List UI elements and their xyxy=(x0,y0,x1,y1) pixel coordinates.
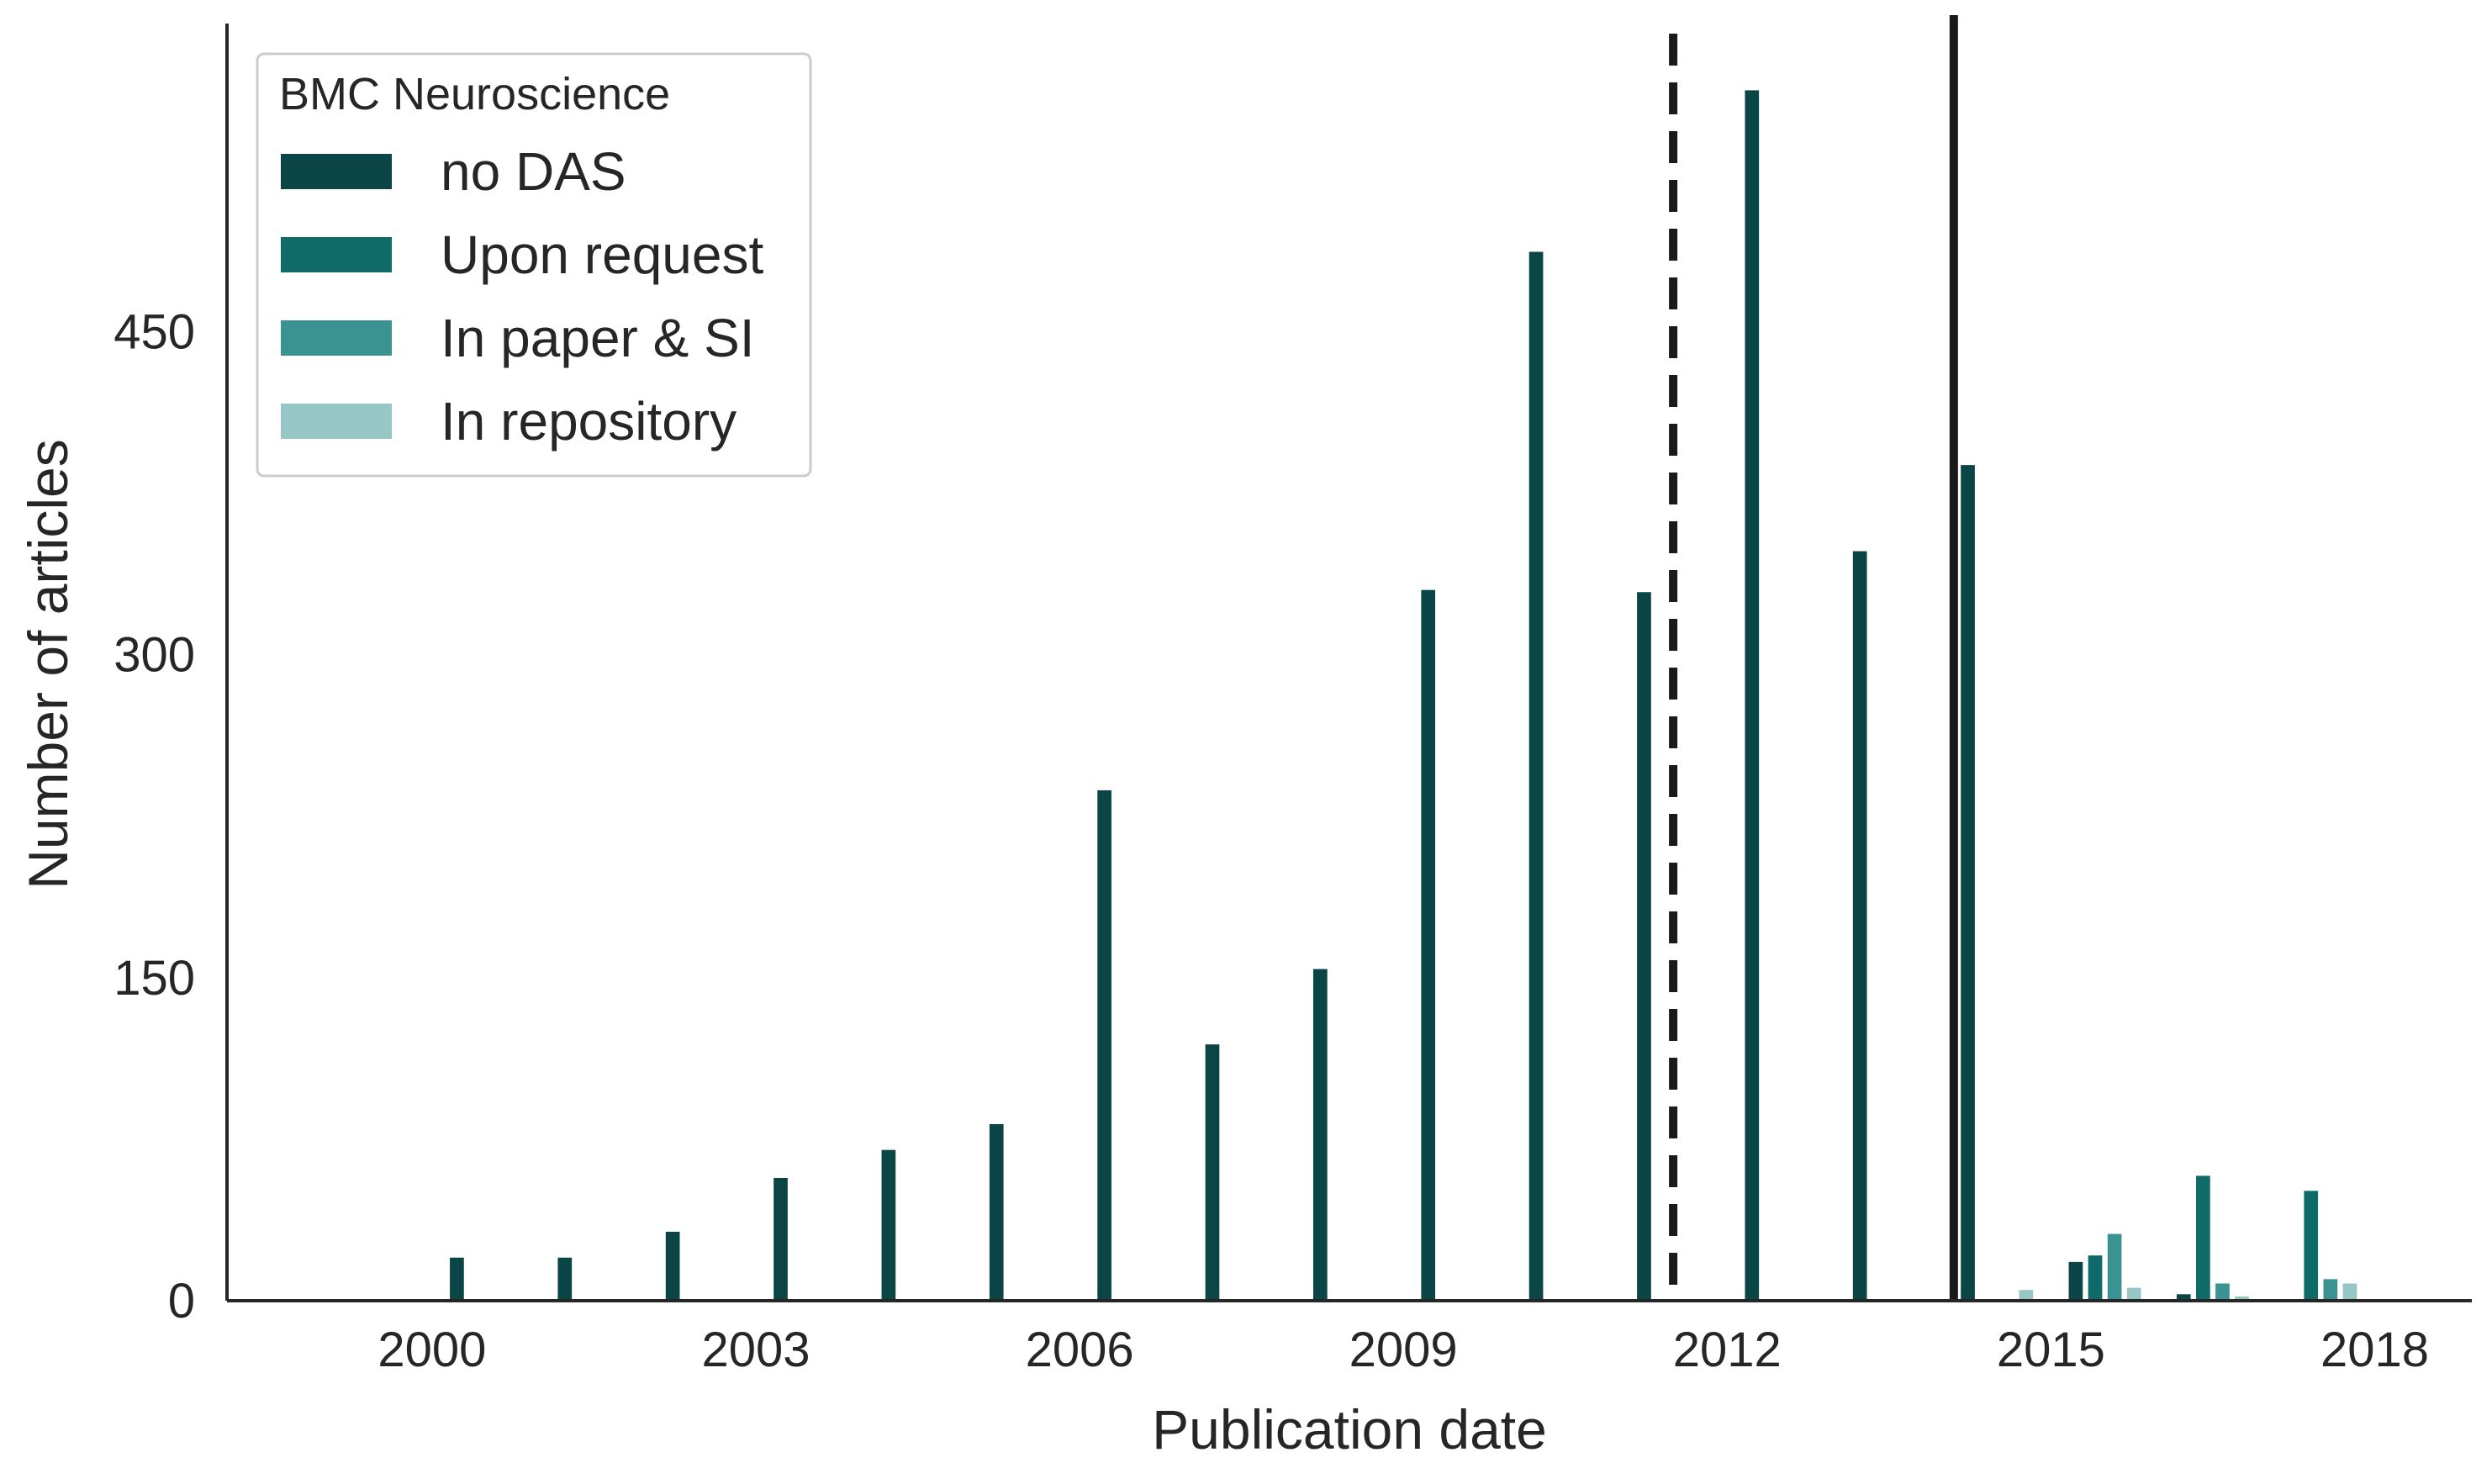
legend-label: no DAS xyxy=(441,141,626,202)
y-tick-labels: 0 150 300 450 xyxy=(114,304,195,1328)
reference-lines-layer xyxy=(1669,15,1958,1301)
bar-no-das-2006 xyxy=(1097,790,1111,1301)
x-tick-label: 2003 xyxy=(701,1323,810,1377)
legend-swatch xyxy=(281,237,392,272)
bar-no-das-2012 xyxy=(1745,90,1760,1302)
bar-no-das-2004 xyxy=(881,1149,896,1301)
legend-label: Upon request xyxy=(441,224,763,285)
bar-in-paper-si-2016 xyxy=(2215,1283,2230,1301)
bars-layer xyxy=(450,90,2357,1302)
bar-no-das-2009 xyxy=(1421,589,1436,1301)
y-tick-label: 300 xyxy=(114,628,195,683)
x-axis-title: Publication date xyxy=(1152,1398,1547,1460)
legend-title: BMC Neuroscience xyxy=(279,69,670,119)
axes xyxy=(225,24,2472,1302)
x-tick-labels: 2000 2003 2006 2009 2012 2015 2018 xyxy=(377,1323,2429,1377)
bar-no-das-2013 xyxy=(1852,551,1867,1301)
bar-in-repository-2014 xyxy=(2019,1290,2034,1301)
legend-frame xyxy=(256,52,812,478)
x-tick-label: 2018 xyxy=(2320,1323,2429,1377)
legend: BMC Neuroscience no DAS Upon request In pa… xyxy=(256,52,812,478)
legend-label: In paper & SI xyxy=(441,308,755,368)
y-tick-label: 0 xyxy=(168,1274,195,1328)
bar-in-paper-si-2015 xyxy=(2107,1233,2122,1301)
bar-no-das-2002 xyxy=(665,1232,680,1301)
bar-no-das-2008 xyxy=(1312,969,1328,1301)
bar-no-das-2001 xyxy=(557,1257,573,1301)
bar-no-das-2007 xyxy=(1205,1044,1220,1301)
bar-upon-request-2016 xyxy=(2196,1175,2210,1301)
bar-no-das-2005 xyxy=(989,1123,1004,1301)
legend-swatch xyxy=(281,320,392,356)
bar-upon-request-2017 xyxy=(2304,1191,2319,1301)
y-tick-label: 450 xyxy=(114,304,195,359)
bar-in-paper-si-2017 xyxy=(2323,1279,2338,1301)
legend-items: no DAS Upon request In paper & SI In reposi… xyxy=(281,141,763,452)
legend-label: In repository xyxy=(441,391,737,452)
x-tick-label: 2000 xyxy=(377,1323,486,1377)
legend-swatch xyxy=(281,154,392,189)
bar-no-das-2010 xyxy=(1528,251,1544,1302)
y-tick-label: 150 xyxy=(114,951,195,1006)
bar-no-das-2014 xyxy=(1961,465,1975,1301)
bar-in-repository-2017 xyxy=(2342,1283,2357,1301)
x-tick-label: 2012 xyxy=(1673,1323,1782,1377)
bar-in-repository-2015 xyxy=(2126,1287,2141,1301)
legend-swatch xyxy=(281,404,392,439)
bar-no-das-2003 xyxy=(773,1177,788,1301)
x-tick-label: 2006 xyxy=(1026,1323,1134,1377)
bar-upon-request-2015 xyxy=(2088,1255,2103,1301)
bar-no-das-2011 xyxy=(1637,592,1651,1301)
x-tick-label: 2009 xyxy=(1349,1323,1458,1377)
bar-no-das-2000 xyxy=(450,1257,464,1301)
bar-no-das-2016 xyxy=(2176,1294,2191,1301)
x-tick-label: 2015 xyxy=(1997,1323,2105,1377)
bar-no-das-2015 xyxy=(2068,1261,2083,1301)
bar-in-repository-2016 xyxy=(2235,1296,2249,1301)
y-axis-title: Number of articles xyxy=(17,439,79,890)
